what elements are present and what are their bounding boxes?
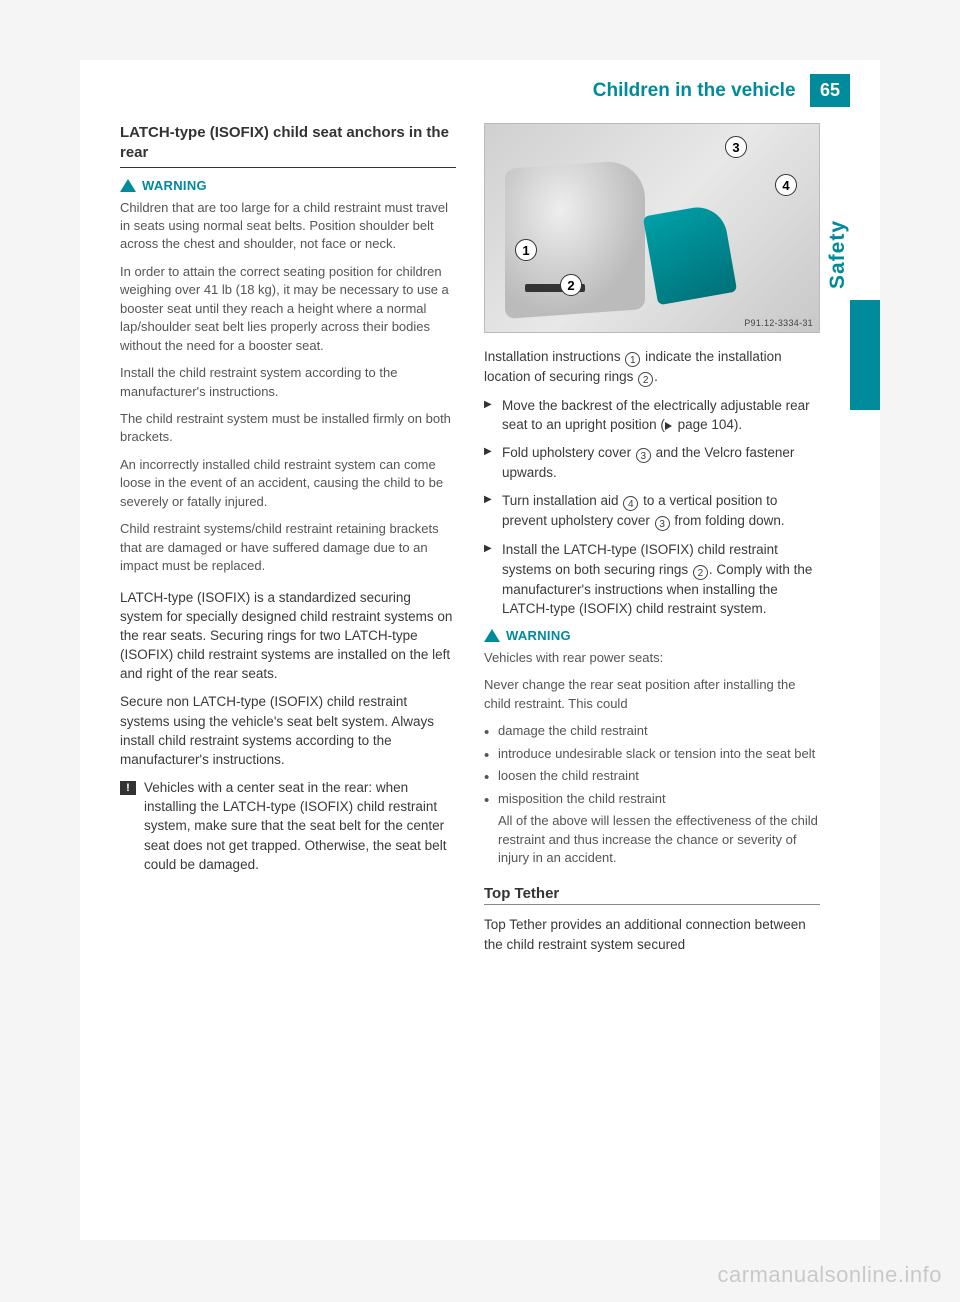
warning-triangle-icon-2 — [484, 629, 500, 642]
step3-a: Turn installation aid — [502, 493, 622, 508]
warn1-p2: In order to attain the correct seating p… — [120, 263, 456, 355]
step3-c: from folding down. — [671, 513, 785, 528]
warn2-intro: Vehicles with rear power seats: — [484, 649, 820, 667]
page-container: Children in the vehicle 65 Safety LATCH-… — [80, 60, 880, 1240]
warn2-trail: All of the above will lessen the effecti… — [498, 812, 820, 867]
callout-ref-4: 4 — [623, 496, 638, 511]
page-header: Children in the vehicle 65 — [80, 60, 850, 113]
step-2: Fold upholstery cover 3 and the Velcro f… — [484, 443, 820, 482]
warning-block-2: WARNING Vehicles with rear power seats: … — [484, 628, 820, 868]
note-text: Vehicles with a center seat in the rear:… — [144, 778, 456, 874]
isofix-anchor-figure: 1 2 3 4 P91.12-3334-31 — [484, 123, 820, 333]
callout-ref-1: 1 — [625, 352, 640, 367]
warning-header-1: WARNING — [120, 178, 456, 193]
warning-label-1: WARNING — [142, 178, 207, 193]
note-block: ! Vehicles with a center seat in the rea… — [120, 778, 456, 874]
callout-ref-3b: 3 — [655, 516, 670, 531]
warn2-bullets: damage the child restraint introduce und… — [484, 722, 820, 808]
page-number: 65 — [810, 74, 850, 107]
warning-header-2: WARNING — [484, 628, 820, 643]
figure-callout-4: 4 — [775, 174, 797, 196]
step2-a: Fold upholstery cover — [502, 445, 635, 460]
warning-label-2: WARNING — [506, 628, 571, 643]
caption-pre: Installation instructions — [484, 349, 624, 364]
procedure-steps: Move the backrest of the electrically ad… — [484, 396, 820, 618]
warn1-p1: Children that are too large for a child … — [120, 199, 456, 254]
warn1-p4: The child restraint system must be insta… — [120, 410, 456, 447]
left-heading: LATCH-type (ISOFIX) child seat anchors i… — [120, 123, 456, 168]
warn2-lead: Never change the rear seat position afte… — [484, 676, 820, 713]
right-column: 1 2 3 4 P91.12-3334-31 Installation inst… — [484, 123, 820, 963]
side-tab-block — [850, 300, 880, 410]
header-section-title: Children in the vehicle — [593, 80, 796, 102]
callout-ref-3a: 3 — [636, 448, 651, 463]
figure-callout-2: 2 — [560, 274, 582, 296]
figure-code-label: P91.12-3334-31 — [744, 318, 813, 328]
step-3: Turn installation aid 4 to a vertical po… — [484, 491, 820, 531]
figure-callout-3: 3 — [725, 136, 747, 158]
figure-caption: Installation instructions 1 indicate the… — [484, 347, 820, 387]
figure-callout-1: 1 — [515, 239, 537, 261]
step-1: Move the backrest of the electrically ad… — [484, 396, 820, 434]
top-tether-para: Top Tether provides an additional connec… — [484, 915, 820, 953]
page-ref-icon — [665, 422, 672, 430]
warn2-b1: damage the child restraint — [484, 722, 820, 740]
figure-upholstery-flap — [643, 203, 737, 306]
top-tether-heading: Top Tether — [484, 885, 820, 905]
callout-ref-2b: 2 — [693, 565, 708, 580]
warn2-b4: misposition the child restraint — [484, 790, 820, 808]
step1-a: Move the backrest of the electrically ad… — [502, 398, 810, 432]
left-body-p1: LATCH-type (ISOFIX) is a standardized se… — [120, 588, 456, 684]
warn1-p6: Child restraint systems/child restraint … — [120, 520, 456, 575]
warn1-p3: Install the child restraint system accor… — [120, 364, 456, 401]
callout-ref-2: 2 — [638, 372, 653, 387]
step1-b: page 104). — [674, 417, 742, 432]
watermark-text: carmanualsonline.info — [717, 1262, 942, 1288]
left-body-p2: Secure non LATCH-type (ISOFIX) child res… — [120, 692, 456, 769]
warning-block-1: WARNING Children that are too large for … — [120, 178, 456, 576]
warn2-b3: loosen the child restraint — [484, 767, 820, 785]
content-columns: LATCH-type (ISOFIX) child seat anchors i… — [80, 113, 880, 963]
side-tab-label: Safety — [826, 220, 850, 289]
caption-end: . — [654, 369, 658, 384]
warn1-p5: An incorrectly installed child restraint… — [120, 456, 456, 511]
note-exclamation-icon: ! — [120, 781, 136, 795]
step-4: Install the LATCH-type (ISOFIX) child re… — [484, 540, 820, 617]
warn2-b2: introduce undesirable slack or tension i… — [484, 745, 820, 763]
warning-triangle-icon — [120, 179, 136, 192]
left-column: LATCH-type (ISOFIX) child seat anchors i… — [120, 123, 456, 963]
